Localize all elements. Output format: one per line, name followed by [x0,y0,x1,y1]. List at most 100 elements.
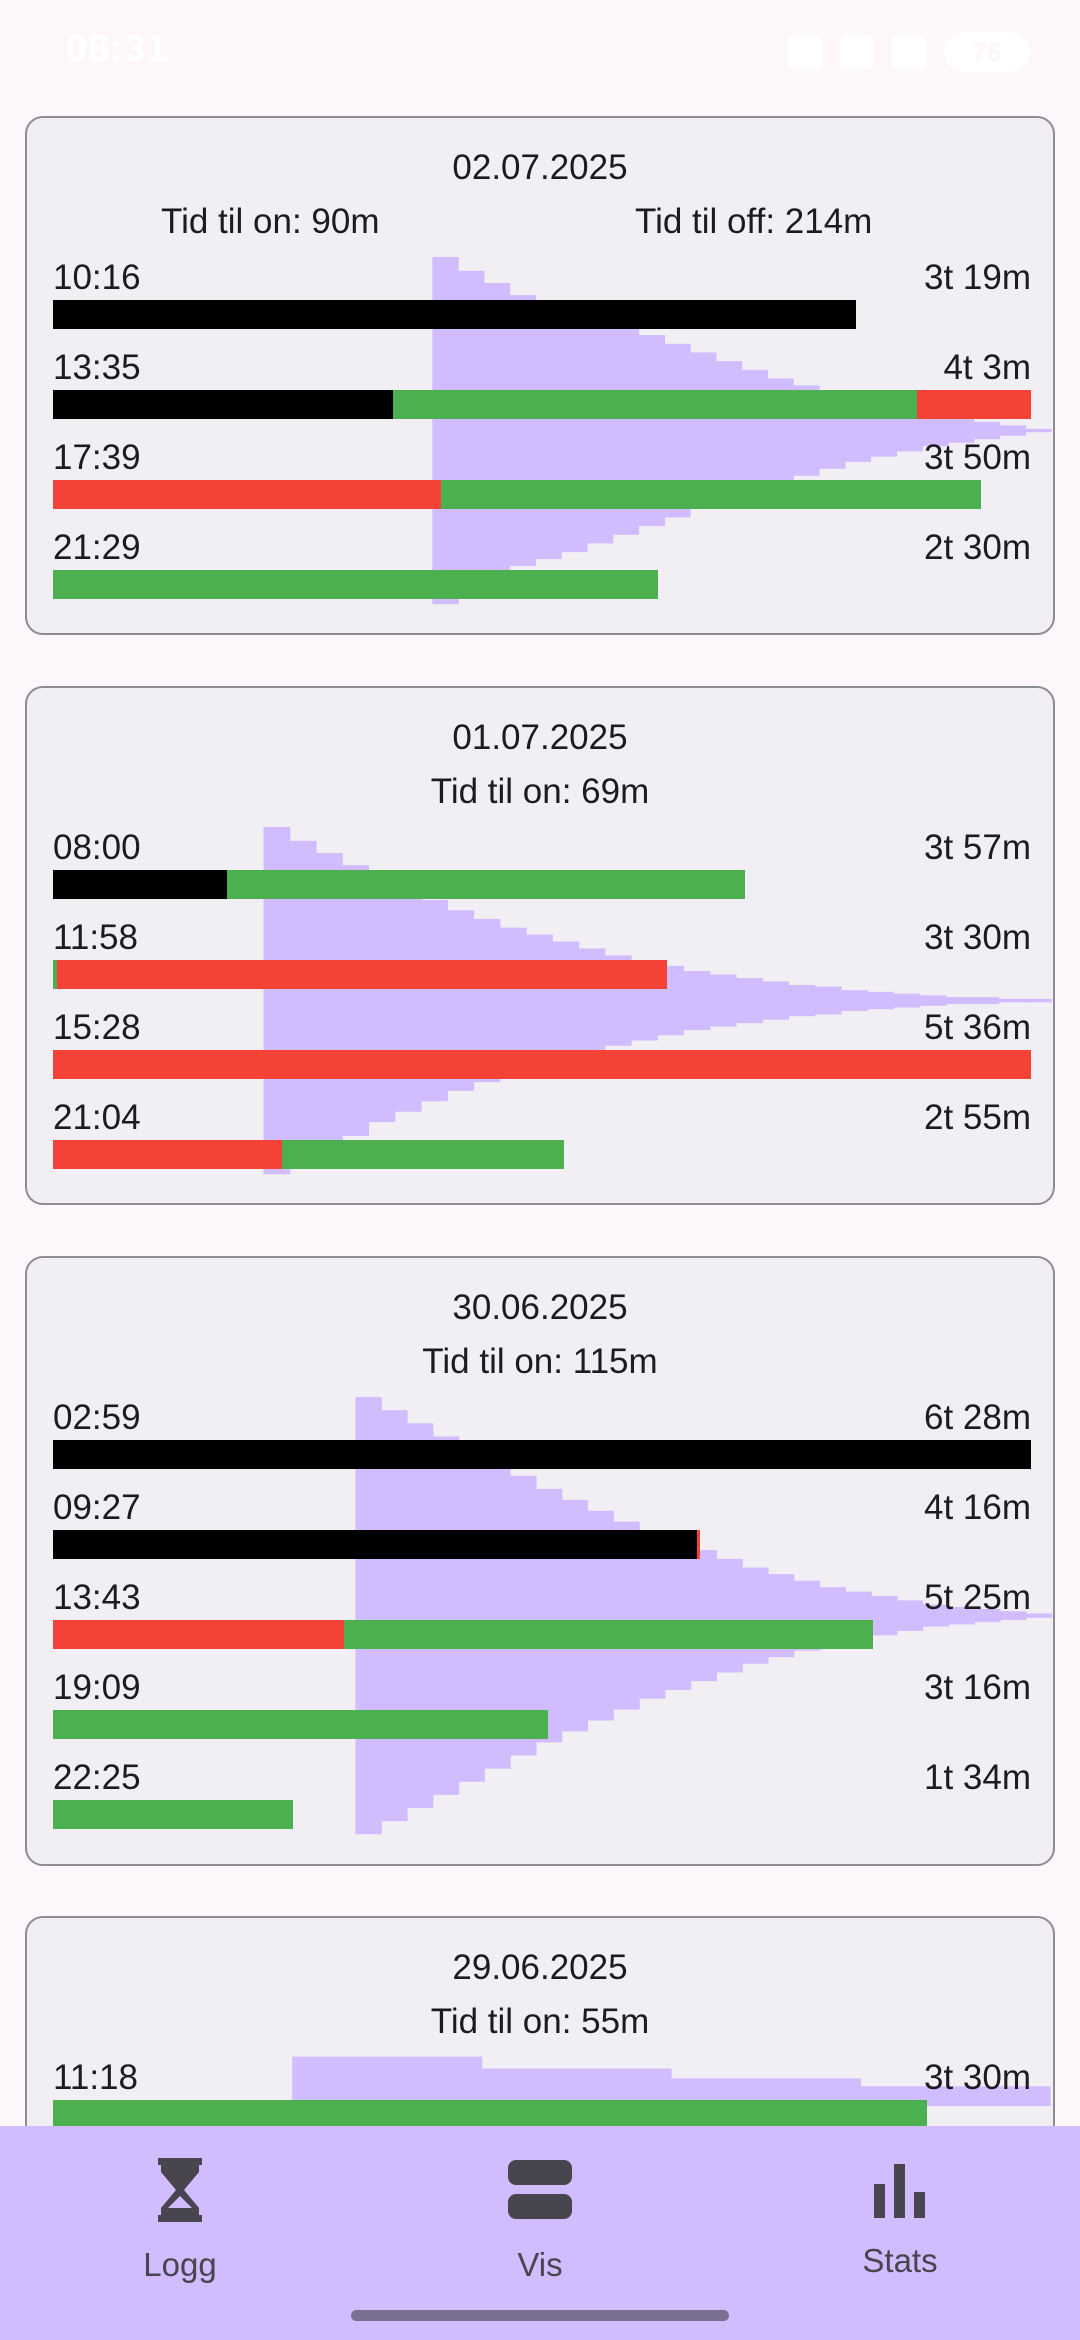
session-start-time: 08:00 [53,828,141,867]
bar-segment-green [53,570,659,599]
session-row[interactable]: 13:35 4t 3m [27,348,1053,438]
status-bar: 08:31 76 [0,0,1080,100]
time-to-off: Tid til off: 214m [635,202,873,241]
bar-segment-red [696,1530,701,1559]
session-row[interactable]: 15:28 5t 36m [27,1008,1053,1098]
session-duration: 4t 3m [943,348,1031,387]
day-card: 02.07.2025 Tid til on: 90m Tid til off: … [25,116,1055,635]
nav-label: Stats [862,2242,938,2279]
time-to-on: Tid til on: 55m [430,2002,650,2041]
day-card: 30.06.2025 Tid til on: 115m 02:59 6t 28m 0… [25,1256,1055,1866]
bar-segment-black [53,870,228,899]
session-bar [53,1620,1031,1649]
hourglass-icon [158,2158,202,2222]
card-date: 02.07.2025 [452,148,628,187]
session-duration: 2t 30m [924,528,1031,567]
session-row[interactable]: 02:59 6t 28m [27,1398,1053,1488]
session-start-time: 10:16 [53,258,141,297]
session-start-time: 11:18 [53,2058,138,2097]
session-start-time: 02:59 [53,1398,141,1437]
session-bar [53,570,1031,599]
session-duration: 3t 57m [924,828,1031,867]
session-row[interactable]: 11:18 3t 30m [27,2058,1053,2126]
session-bar [53,2100,1031,2126]
session-duration: 3t 30m [924,2058,1031,2097]
session-start-time: 13:43 [53,1578,141,1617]
nav-item-stats[interactable]: Stats [800,2126,1000,2286]
session-start-time: 21:04 [53,1098,141,1137]
session-duration: 4t 16m [924,1488,1031,1527]
card-date: 29.06.2025 [452,1948,628,1987]
card-date: 01.07.2025 [452,718,628,757]
session-start-time: 19:09 [53,1668,141,1707]
session-row[interactable]: 11:58 3t 30m [27,918,1053,1008]
nav-label: Vis [517,2246,563,2283]
bar-segment-red [53,1140,282,1169]
bar-segment-green [344,1620,873,1649]
bar-segment-green [227,870,746,899]
session-row[interactable]: 21:29 2t 30m [27,528,1053,618]
session-bar [53,1530,1031,1559]
bottom-navigation: Logg Vis Stats [0,2126,1080,2340]
session-start-time: 11:58 [53,918,138,957]
session-row[interactable]: 10:16 3t 19m [27,258,1053,348]
session-duration: 5t 25m [924,1578,1031,1617]
nav-item-logg[interactable]: Logg [80,2126,280,2286]
card-date: 30.06.2025 [452,1288,628,1327]
session-row[interactable]: 17:39 3t 50m [27,438,1053,528]
session-bar [53,390,1031,419]
wifi-icon [840,35,874,69]
bar-segment-red [916,390,1031,419]
session-start-time: 09:27 [53,1488,141,1527]
time-to-on: Tid til on: 115m [422,1342,658,1381]
bar-segment-green [53,1710,548,1739]
bar-segment-green [53,960,57,989]
session-start-time: 17:39 [53,438,141,477]
bar-chart-icon [874,2164,925,2218]
bar-segment-red [53,1050,1031,1079]
status-icons: 76 [788,32,1030,72]
view-agenda-icon [508,2160,572,2219]
time-to-on: Tid til on: 90m [161,202,380,241]
session-row[interactable]: 19:09 3t 16m [27,1668,1053,1758]
session-duration: 2t 55m [924,1098,1031,1137]
bar-segment-red [56,960,668,989]
bar-segment-green [53,1800,293,1829]
session-bar [53,1710,1031,1739]
nav-label: Logg [143,2246,217,2283]
session-duration: 5t 36m [924,1008,1031,1047]
session-row[interactable]: 13:43 5t 25m [27,1578,1053,1668]
bar-segment-green [393,390,917,419]
session-bar [53,300,1031,329]
session-bar [53,1800,1031,1829]
session-start-time: 15:28 [53,1008,141,1047]
session-duration: 6t 28m [924,1398,1031,1437]
day-card: 29.06.2025 Tid til on: 55m 11:18 3t 30m [25,1916,1055,2126]
time-to-on: Tid til on: 69m [430,772,650,811]
session-start-time: 13:35 [53,348,141,387]
session-bar [53,1140,1031,1169]
bar-segment-black [53,390,394,419]
session-duration: 3t 19m [924,258,1031,297]
battery-icon: 76 [944,32,1030,72]
session-row[interactable]: 22:25 1t 34m [27,1758,1053,1848]
bar-segment-red [53,1620,345,1649]
session-list[interactable]: 02.07.2025 Tid til on: 90m Tid til off: … [0,0,1080,2126]
session-duration: 3t 16m [924,1668,1031,1707]
bar-segment-green [53,2100,928,2126]
bar-segment-black [53,1440,1031,1469]
mute-icon [788,35,822,69]
session-start-time: 22:25 [53,1758,141,1797]
status-time: 08:31 [66,28,169,70]
nav-item-vis[interactable]: Vis [440,2126,640,2286]
home-indicator [351,2310,729,2321]
session-row[interactable]: 21:04 2t 55m [27,1098,1053,1188]
session-bar [53,960,1031,989]
bar-segment-black [53,1530,697,1559]
session-row[interactable]: 09:27 4t 16m [27,1488,1053,1578]
session-duration: 3t 50m [924,438,1031,477]
session-bar [53,1440,1031,1469]
bar-segment-green [281,1140,565,1169]
session-bar [53,870,1031,899]
session-row[interactable]: 08:00 3t 57m [27,828,1053,918]
